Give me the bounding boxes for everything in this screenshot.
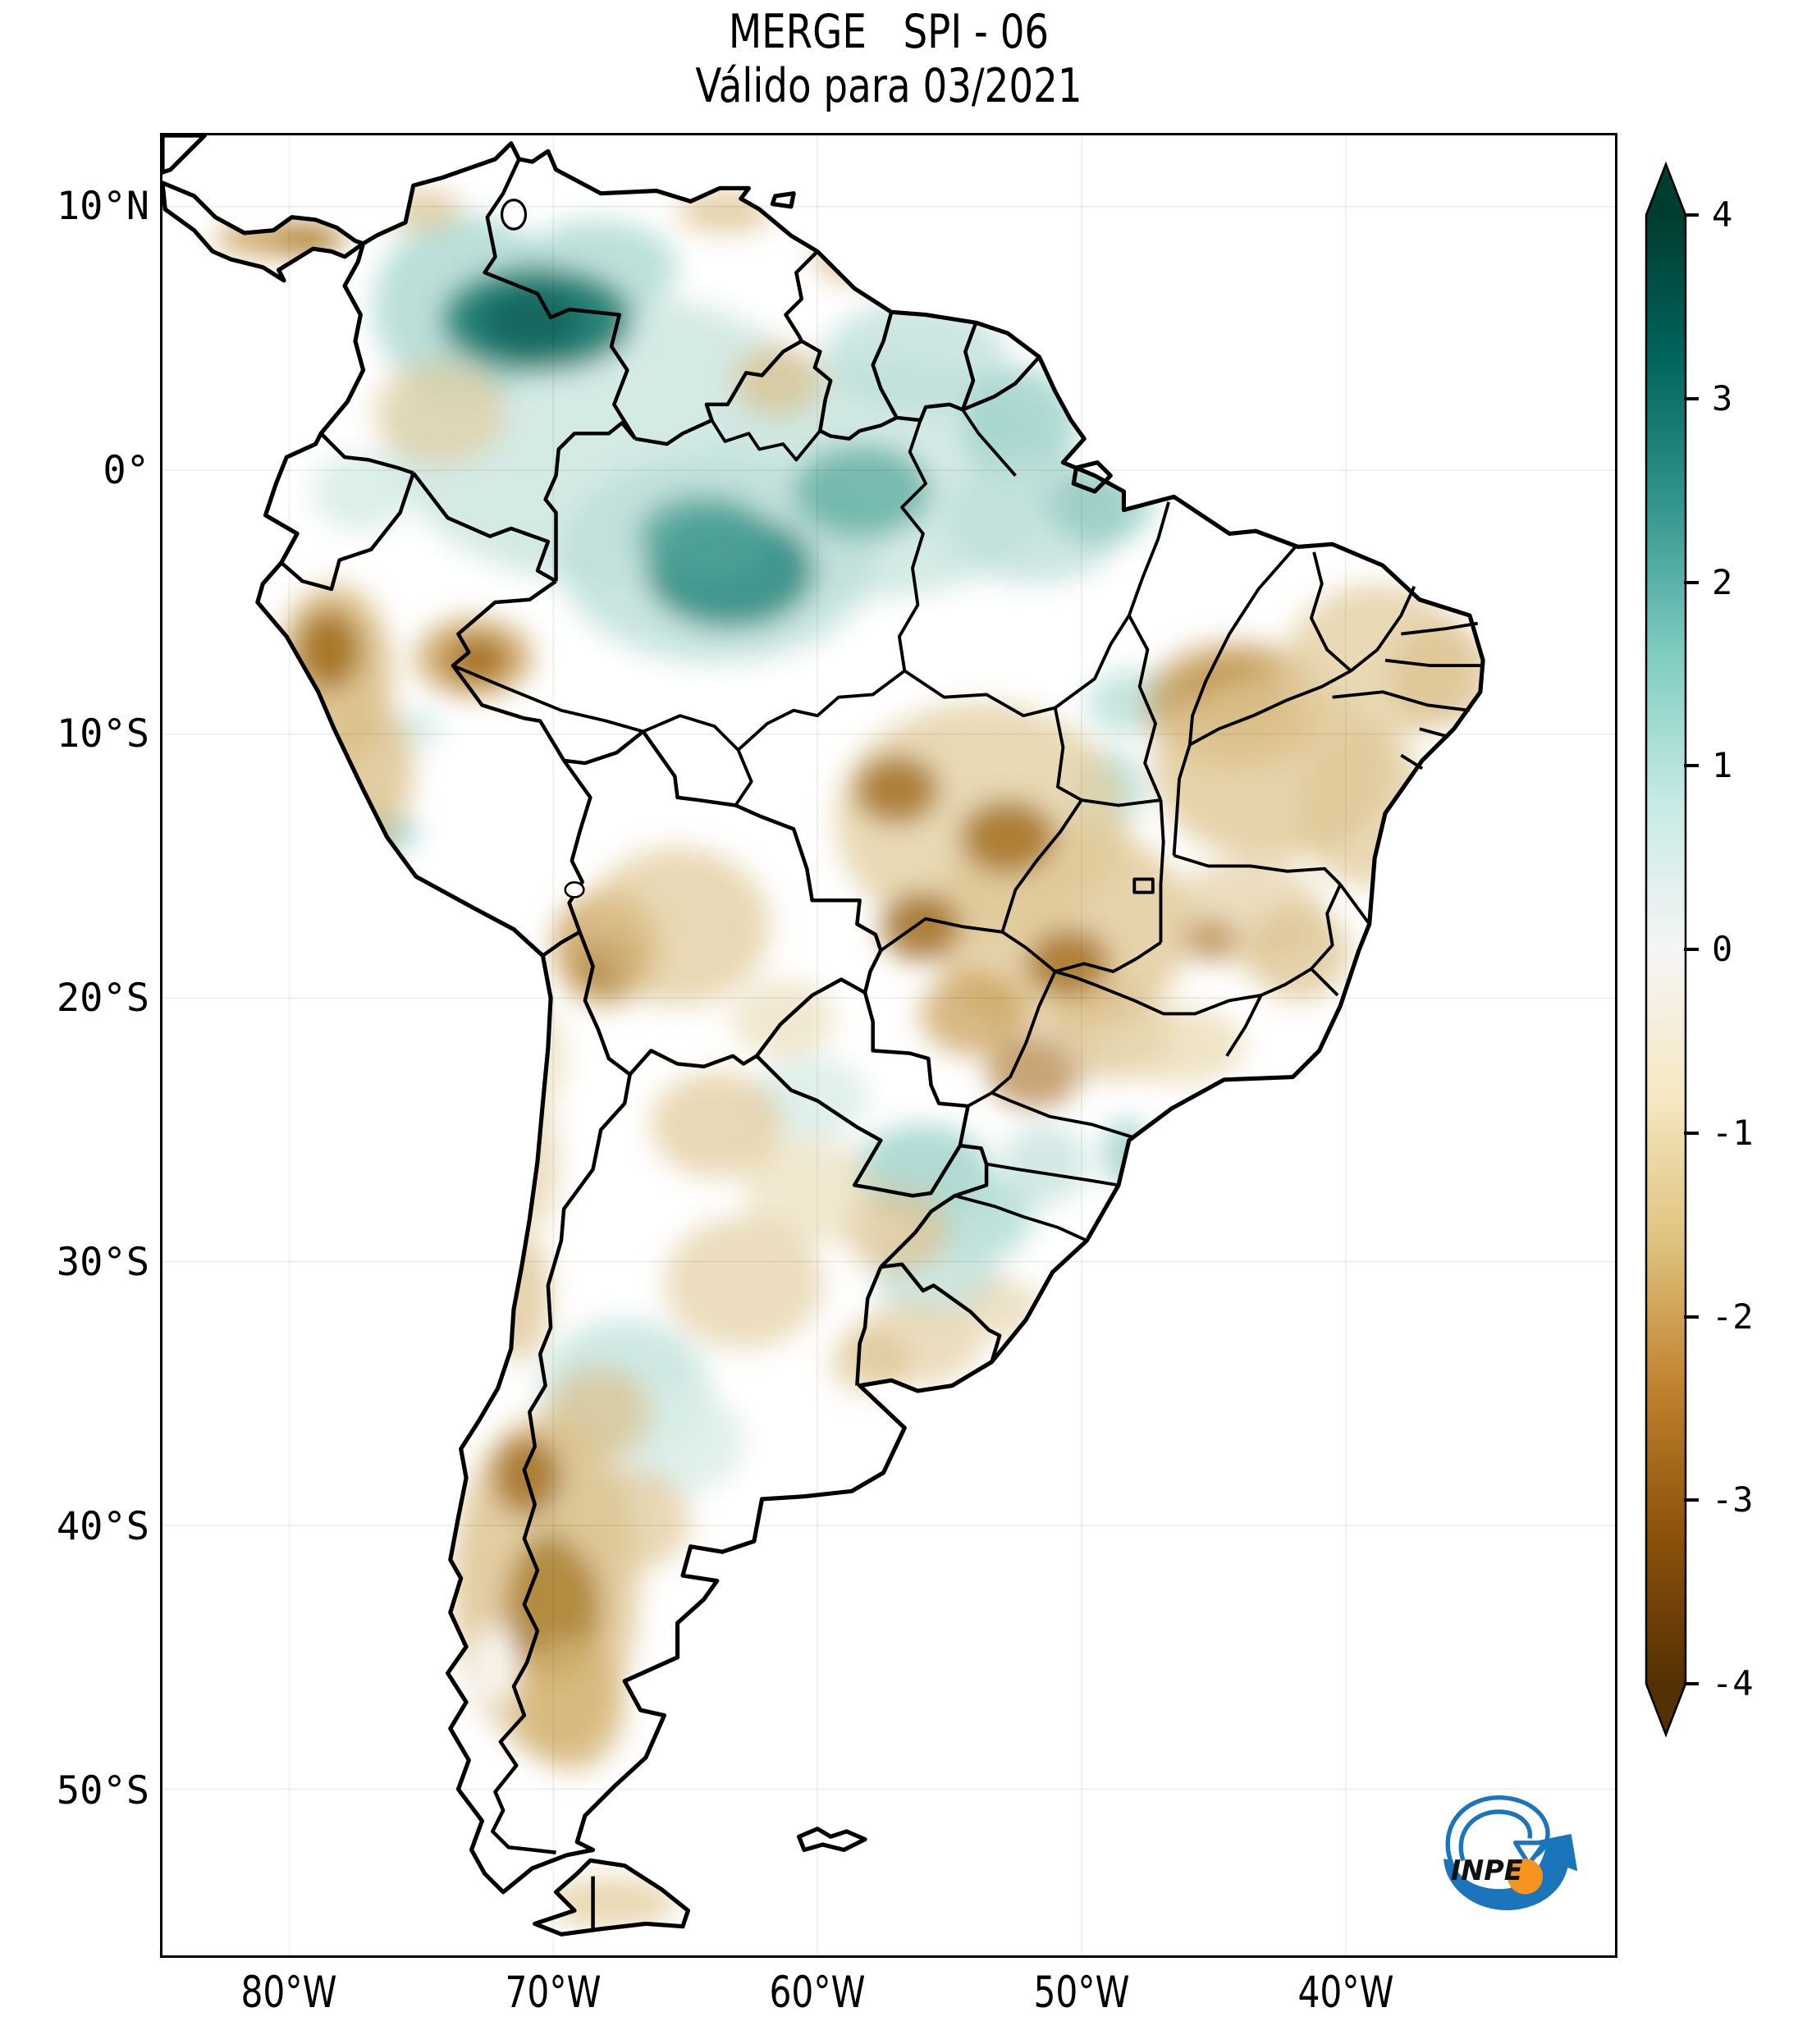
- colorbar-gradient: [1645, 161, 1687, 1738]
- lat-tick-label: 10°N: [56, 183, 149, 229]
- lat-tick-label: 0°: [103, 447, 149, 493]
- colorbar-tick-label: -3: [1712, 1479, 1754, 1520]
- inpe-logo: INPE: [1430, 1790, 1586, 1923]
- logo-spiral-arrowhead-icon: [1512, 1841, 1547, 1867]
- lat-tick-label: 20°S: [56, 976, 149, 1022]
- colorbar-tick-label: -2: [1712, 1296, 1754, 1337]
- south-america-map: [162, 135, 1615, 1955]
- lat-tick-label: 40°S: [56, 1503, 149, 1549]
- title-line-2: Válido para 03/2021: [695, 59, 1082, 113]
- figure-title: MERGE SPI - 06 Válido para 03/2021: [162, 5, 1615, 113]
- colorbar-tick-label: 3: [1712, 377, 1733, 418]
- coastline: [162, 135, 1485, 1937]
- lon-tick-label: 80°W: [240, 1968, 337, 2018]
- map-plot: INPE: [160, 133, 1617, 1958]
- lat-tick-label: 10°S: [56, 711, 149, 757]
- colorbar-tick-mark: [1684, 1131, 1699, 1135]
- colorbar-tick-label: 1: [1712, 745, 1733, 786]
- colorbar-tick-mark: [1684, 764, 1699, 768]
- lon-tick-label: 50°W: [1033, 1968, 1130, 2018]
- logo-spiral-arc-inner-icon: [1458, 1809, 1533, 1862]
- inpe-logo-text: INPE: [1451, 1854, 1523, 1886]
- colorbar-tick-mark: [1684, 948, 1699, 951]
- colorbar-tick-label: 4: [1712, 194, 1733, 235]
- lakes: [500, 199, 585, 899]
- colorbar-tick-mark: [1684, 580, 1699, 584]
- colorbar-tick-mark: [1684, 1682, 1699, 1685]
- logo-swoosh-arrow-icon: [1443, 1834, 1578, 1910]
- lon-tick-label: 60°W: [769, 1968, 866, 2018]
- colorbar-tick-label: -4: [1712, 1663, 1754, 1703]
- lon-tick-label: 40°W: [1297, 1968, 1394, 2018]
- logo-orange-dot-icon: [1507, 1859, 1544, 1895]
- colorbar-tick-mark: [1684, 1315, 1699, 1319]
- colorbar-tick-label: 2: [1712, 561, 1733, 602]
- country-borders: [280, 158, 1041, 1929]
- colorbar-tick-mark: [1684, 213, 1699, 217]
- lat-tick-label: 50°S: [56, 1767, 149, 1813]
- colorbar-tick-label: -1: [1712, 1112, 1754, 1153]
- title-line-1: MERGE SPI - 06: [728, 5, 1050, 59]
- lon-tick-label: 70°W: [505, 1968, 602, 2018]
- graticule: [162, 135, 1615, 1955]
- colorbar-tick-mark: [1684, 396, 1699, 400]
- colorbar-tick-label: 0: [1712, 929, 1733, 969]
- lat-tick-label: 30°S: [56, 1240, 149, 1286]
- colorbar-tick-mark: [1684, 1498, 1699, 1502]
- inpe-logo-graphic: INPE: [1443, 1795, 1578, 1910]
- state-borders: [452, 409, 1480, 1242]
